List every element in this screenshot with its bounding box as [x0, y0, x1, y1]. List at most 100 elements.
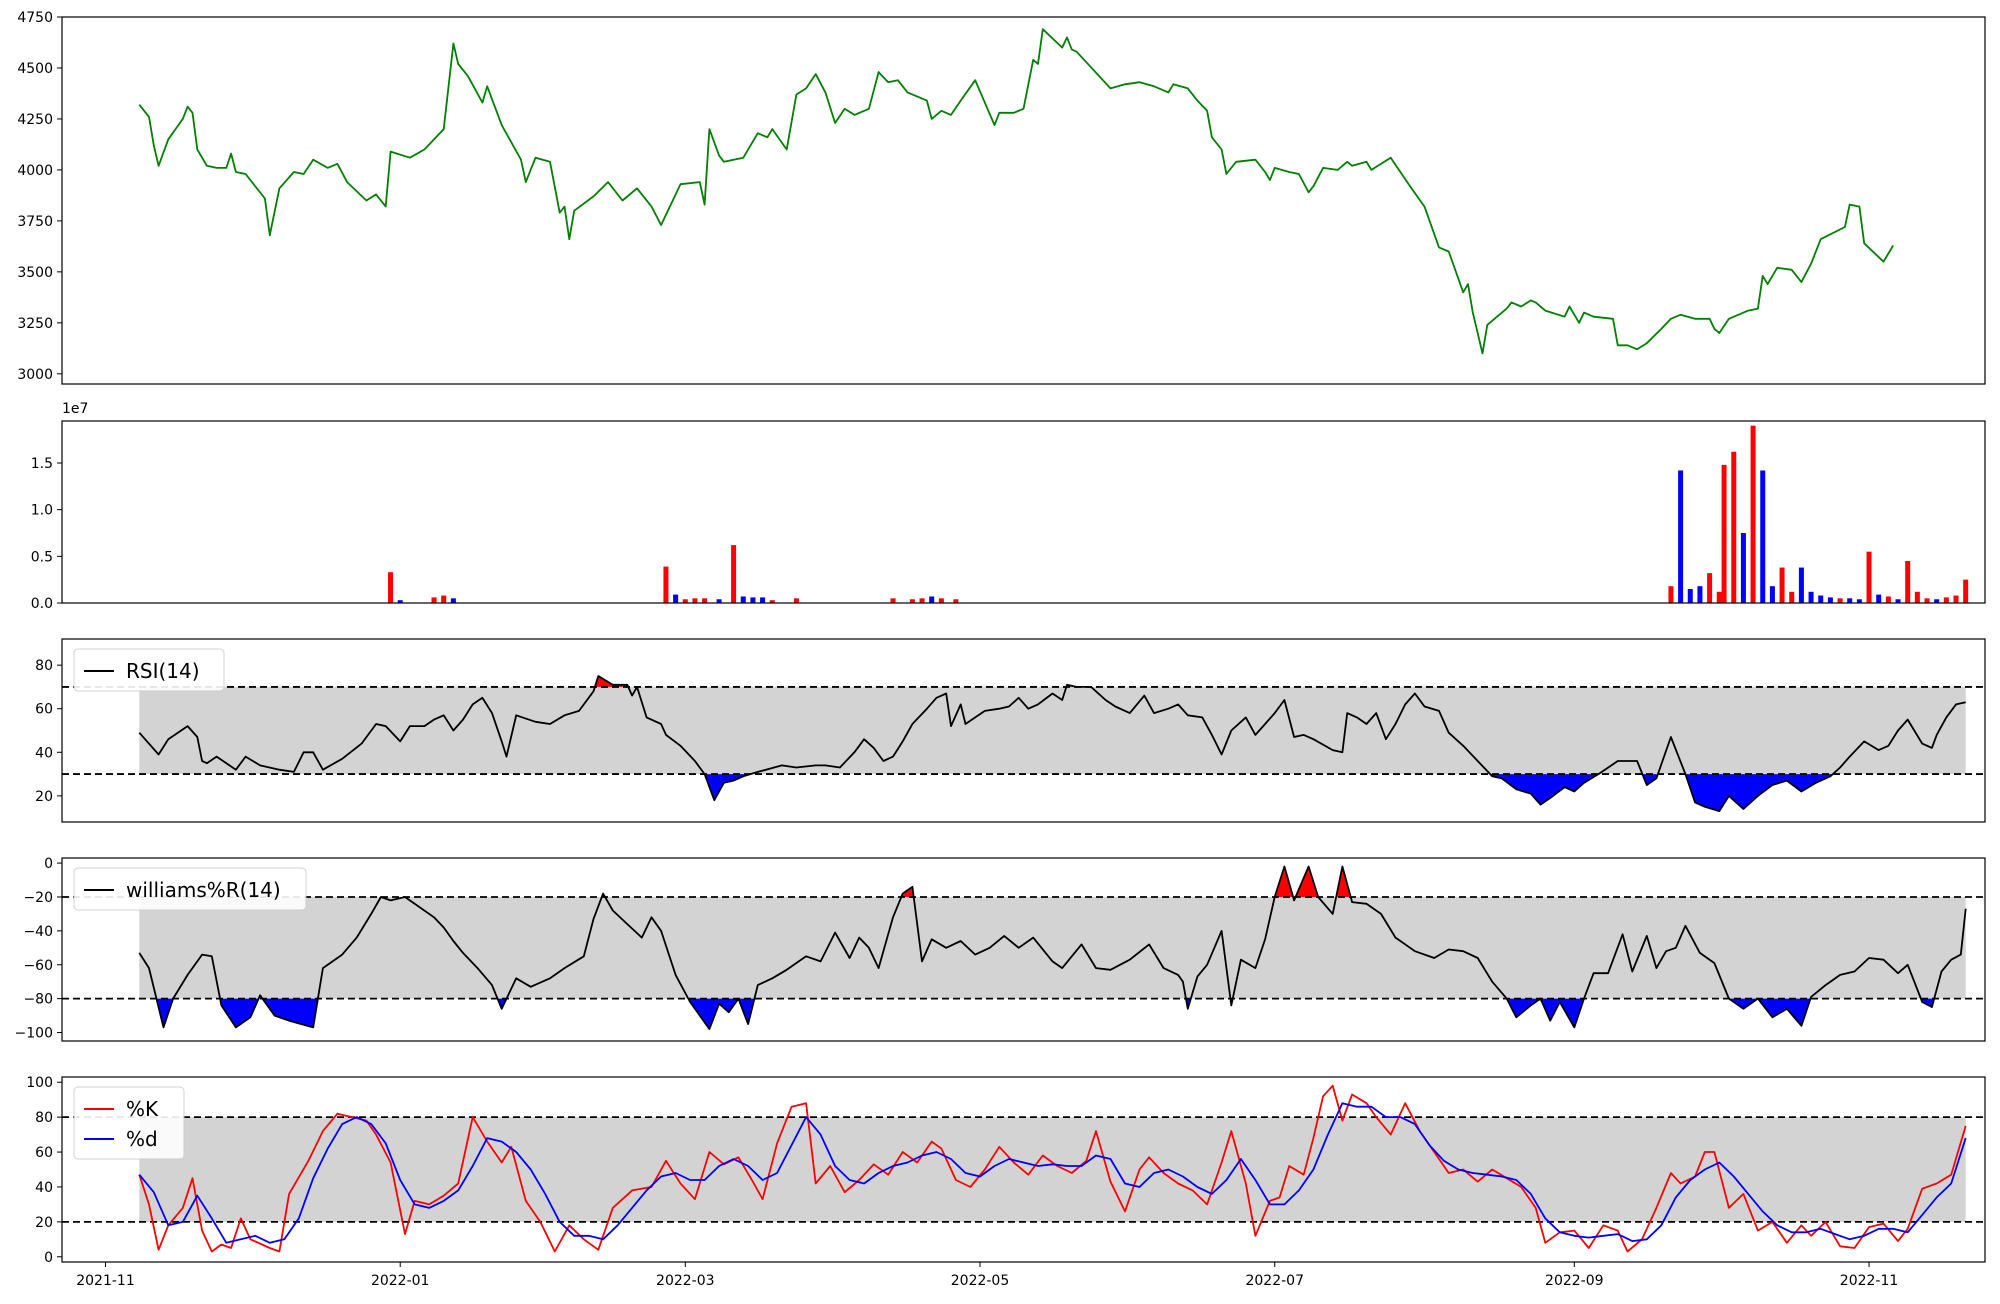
- volume-frame: [61, 420, 1986, 604]
- volume-bar: [731, 545, 737, 603]
- volume-bar: [1943, 597, 1949, 603]
- volume-bar: [1856, 599, 1862, 603]
- volume-bar: [1779, 567, 1785, 603]
- volume-bar: [1905, 561, 1911, 603]
- volume-bar: [938, 598, 944, 603]
- volume-bar: [692, 598, 698, 603]
- rsi-series-line-0: [138, 675, 1966, 812]
- price-panel: 3000 3250 3500 3750 4000 4250 4500 4750: [17, 10, 1986, 385]
- volume-bar: [388, 572, 394, 603]
- volume-bar: [1808, 591, 1814, 603]
- xtick-label: 2022-01: [371, 1273, 430, 1289]
- williams-ytick-label: −40: [23, 924, 53, 940]
- stochastic-ytick-label: 60: [35, 1145, 53, 1161]
- volume-bar: [919, 598, 925, 603]
- williams-legend-box: [73, 867, 307, 911]
- volume-bar: [793, 598, 799, 603]
- volume-bar: [760, 597, 766, 603]
- rsi-ytick-label: 80: [35, 658, 53, 674]
- rsi-ytick-label: 40: [35, 745, 53, 761]
- volume-ytick-label: 1.0: [31, 503, 53, 519]
- williams-ytick-label: 0: [44, 856, 53, 872]
- volume-bar: [1934, 599, 1940, 603]
- williams-oversold-fill: [1757, 998, 1811, 1026]
- volume-bar: [1716, 591, 1722, 603]
- stochastic-ytick-label: 0: [44, 1250, 53, 1266]
- williams-oversold-fill: [1540, 998, 1584, 1028]
- volume-bar: [702, 598, 708, 603]
- volume-panel: 0.0 0.5 1.0 1.5 1e7: [31, 401, 1986, 612]
- price-ytick-label: 4500: [17, 61, 53, 77]
- rsi-frame: [61, 638, 1986, 823]
- rsi-oversold-fill: [704, 774, 751, 801]
- williams-ytick-label: −20: [23, 890, 53, 906]
- rsi-ytick-label: 60: [35, 702, 53, 718]
- williams-overbought-fill: [901, 886, 914, 897]
- volume-exponent-label: 1e7: [62, 401, 88, 417]
- volume-bar: [1760, 470, 1766, 603]
- volume-bar: [1847, 598, 1853, 603]
- williams-oversold-fill: [688, 998, 739, 1030]
- volume-bar: [1740, 533, 1746, 603]
- volume-ytick-label: 1.5: [31, 456, 53, 472]
- price-ytick-label: 3500: [17, 265, 53, 281]
- volume-bar: [1750, 425, 1756, 603]
- price-ytick-label: 4000: [17, 163, 53, 179]
- williams-overbought-fill: [1274, 866, 1294, 897]
- xtick-label: 2022-11: [1840, 1273, 1899, 1289]
- volume-bar: [750, 597, 756, 603]
- williams-band: [139, 896, 1966, 999]
- williams-panel: 0 −20 −40 −60 −80 −100 williams%R(14): [15, 856, 1986, 1042]
- williams-oversold-fill: [1728, 998, 1758, 1009]
- volume-bar: [769, 600, 775, 603]
- stochastic-panel: 0 20 40 60 80 100 %K %d: [26, 1075, 1986, 1266]
- volume-bar: [1866, 551, 1872, 603]
- volume-bar: [740, 596, 746, 603]
- volume-bar: [663, 566, 669, 603]
- volume-bar: [1924, 598, 1930, 603]
- rsi-oversold-fill: [1490, 774, 1599, 805]
- williams-ytick-label: −80: [23, 992, 53, 1008]
- volume-bar: [1798, 567, 1804, 603]
- volume-bar: [1769, 586, 1775, 603]
- williams-oversold-fill: [156, 998, 174, 1028]
- rsi-ytick-label: 20: [35, 789, 53, 805]
- price-ytick-label: 4250: [17, 112, 53, 128]
- volume-bar: [953, 599, 959, 603]
- stochastic-legend-box: [73, 1086, 185, 1160]
- volume-bar: [1953, 595, 1959, 603]
- volume-bar: [1678, 470, 1684, 603]
- price-ytick-label: 3000: [17, 367, 53, 383]
- price-ytick-label: 3250: [17, 316, 53, 332]
- volume-bar: [441, 595, 447, 603]
- williams-frame: [61, 857, 1986, 1042]
- xtick-label: 2021-11: [76, 1273, 135, 1289]
- stochastic-ytick-label: 100: [26, 1075, 53, 1091]
- volume-bar: [431, 597, 437, 603]
- volume-ytick-label: 0.5: [31, 549, 53, 565]
- volume-bar: [1731, 451, 1737, 603]
- volume-bar: [682, 599, 688, 603]
- xtick-label: 2022-05: [951, 1273, 1010, 1289]
- price-ytick-label: 4750: [17, 10, 53, 26]
- volume-bar: [1707, 573, 1713, 603]
- rsi-oversold-fill: [1685, 774, 1833, 812]
- rsi-overbought-fill: [594, 676, 629, 687]
- williams-ytick-label: −60: [23, 958, 53, 974]
- volume-bar: [673, 594, 679, 603]
- price-ytick-label: 3750: [17, 214, 53, 230]
- price-frame: [61, 16, 1986, 385]
- volume-bar: [1697, 586, 1703, 603]
- volume-bar: [1895, 599, 1901, 603]
- volume-bar: [1837, 598, 1843, 603]
- stochastic-series-line-0: [138, 1084, 1967, 1253]
- williams-oversold-fill: [220, 998, 259, 1028]
- stochastic-band: [139, 1117, 1966, 1222]
- stochastic-series-line-1: [138, 1102, 1967, 1244]
- xtick-label: 2022-07: [1245, 1273, 1304, 1289]
- williams-ytick-label: −100: [15, 1026, 53, 1042]
- volume-bar: [1827, 597, 1833, 603]
- williams-oversold-fill: [1920, 998, 1935, 1008]
